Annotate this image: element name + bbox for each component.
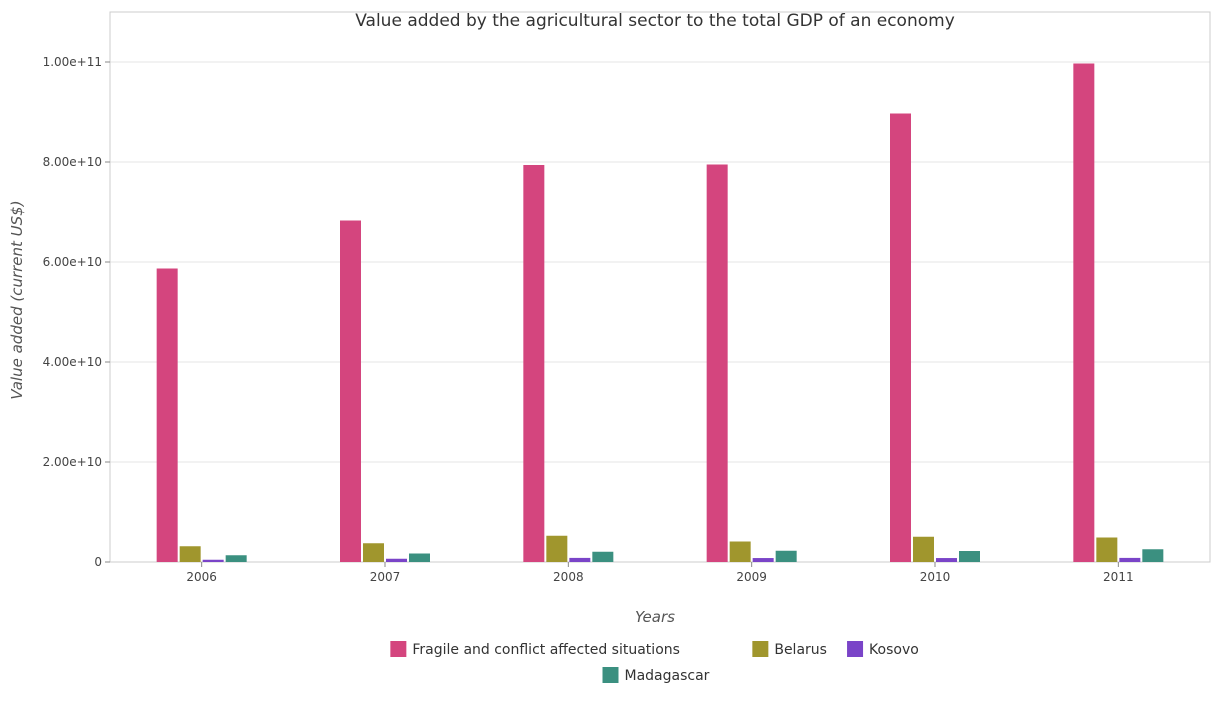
bar-madagascar-2009: [775, 550, 797, 562]
legend-swatch: [752, 641, 769, 657]
bar-fragile-and-conflict-affected-situations-2010: [890, 113, 911, 562]
legend-label: Madagascar: [625, 668, 710, 684]
y-axis-ticks: 0 2.00e+10 4.00e+10 6.00e+10 8.00e+10 1.00e+1…: [43, 55, 110, 569]
legend-item-fragile-and-conflict-affected-situations: Fragile and conflict affected situations: [390, 641, 680, 658]
bar-belarus-2011: [1096, 537, 1118, 562]
legend-label: Belarus: [774, 642, 827, 658]
bar-fragile-and-conflict-affected-situations-2008: [523, 165, 545, 562]
bar-madagascar-2007: [409, 553, 430, 562]
grid-lines: [110, 61, 1210, 563]
y-tick-label: 4.00e+10: [43, 355, 102, 369]
y-axis-title: Value added (current US$): [8, 200, 26, 399]
y-tick-label: 6.00e+10: [43, 255, 102, 269]
bar-madagascar-2008: [592, 551, 614, 562]
y-tick-label: 8.00e+10: [43, 155, 102, 169]
legend-swatch: [602, 667, 619, 683]
bar-kosovo-2009: [752, 558, 774, 562]
legend-swatch: [390, 641, 407, 657]
bar-belarus-2007: [363, 543, 384, 562]
plot-area: [109, 11, 1211, 563]
x-tick-label: 2009: [736, 570, 767, 584]
legend-label: Kosovo: [869, 642, 919, 658]
y-tick-label: 0: [94, 555, 102, 569]
bar-fragile-and-conflict-affected-situations-2007: [340, 220, 361, 562]
bar-kosovo-2010: [936, 558, 957, 562]
bar-fragile-and-conflict-affected-situations-2006: [156, 268, 178, 562]
legend-label: Fragile and conflict affected situations: [412, 642, 680, 658]
x-tick-label: 2008: [553, 570, 584, 584]
bar-fragile-and-conflict-affected-situations-2009: [706, 164, 728, 562]
legend: Fragile and conflict affected situations…: [390, 641, 919, 684]
bar-kosovo-2008: [569, 557, 591, 562]
x-tick-label: 2006: [186, 570, 217, 584]
chart-title: Value added by the agricultural sector t…: [355, 11, 955, 31]
legend-item-kosovo: Kosovo: [847, 641, 919, 658]
bar-madagascar-2006: [225, 555, 247, 562]
y-tick-label: 1.00e+11: [43, 55, 102, 69]
bar-belarus-2008: [546, 535, 568, 562]
bar-madagascar-2011: [1142, 549, 1164, 562]
bar-belarus-2006: [179, 546, 201, 562]
bar-belarus-2010: [913, 536, 934, 562]
bar-madagascar-2010: [959, 551, 980, 562]
bar-fragile-and-conflict-affected-situations-2011: [1073, 63, 1095, 562]
legend-item-belarus: Belarus: [752, 641, 827, 658]
bars: [156, 63, 1164, 562]
bar-kosovo-2011: [1119, 557, 1141, 562]
x-tick-label: 2007: [370, 570, 401, 584]
x-axis-title: Years: [635, 608, 675, 626]
legend-item-madagascar: Madagascar: [602, 667, 710, 684]
y-tick-label: 2.00e+10: [43, 455, 102, 469]
x-tick-label: 2011: [1103, 570, 1134, 584]
bar-belarus-2009: [729, 541, 751, 562]
bar-kosovo-2006: [202, 559, 224, 562]
x-axis-ticks: 2006 2007 2008 2009 2010 2011: [186, 562, 1134, 584]
bar-kosovo-2007: [386, 558, 407, 562]
legend-swatch: [847, 641, 864, 657]
x-tick-label: 2010: [920, 570, 951, 584]
